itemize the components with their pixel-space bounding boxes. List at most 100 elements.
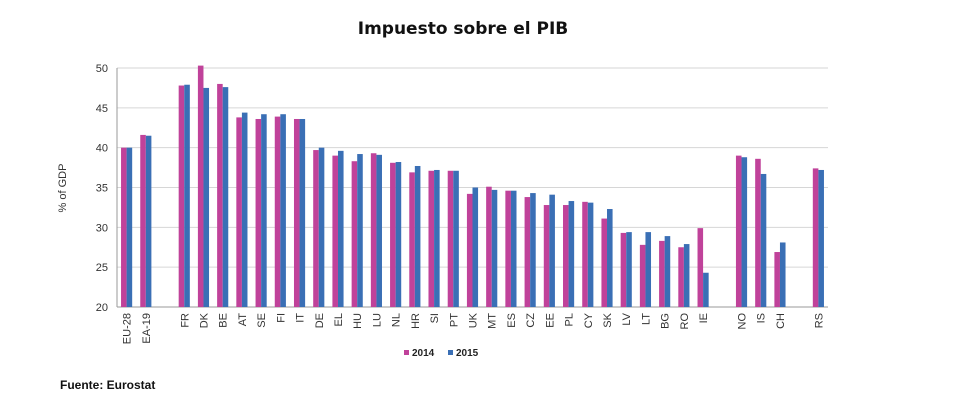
bar-2015-CZ [530, 193, 536, 307]
legend-swatch [404, 350, 409, 355]
bar-2015-LU [376, 154, 382, 307]
bar-2014-CY [582, 201, 588, 307]
x-tick-label: SK [602, 312, 614, 327]
bar-2014-DE [313, 150, 319, 307]
bar-2015-IE [703, 272, 709, 307]
bar-2015-BE [222, 87, 229, 308]
y-tick-label: 40 [96, 143, 108, 155]
bar-2015-HR [414, 165, 421, 307]
legend-label: 2015 [456, 348, 479, 359]
bar-2015-IT [299, 118, 306, 308]
x-tick-label: RS [813, 313, 825, 328]
bar-2014-BE [217, 83, 223, 308]
bar-2015-LV [626, 232, 632, 307]
x-tick-label: EE [544, 313, 556, 328]
bar-2015-PL [568, 201, 575, 307]
x-tick-label: NO [737, 313, 749, 330]
x-tick-label: MT [487, 313, 499, 329]
bar-2014-RS [812, 168, 819, 307]
x-tick-label: NL [391, 313, 403, 327]
x-tick-label: BG [660, 313, 672, 329]
bar-2015-EA-19 [145, 135, 152, 307]
x-tick-labels: EU-28 EA-19 FR DK BE AT SE FI IT DE EL HU LU NL HR SI PT… [122, 312, 826, 344]
bar-2015-SE [261, 114, 267, 308]
bar-2015-FI [280, 114, 286, 308]
bar-2014-EL [332, 155, 338, 307]
bar-2015-LT [645, 232, 652, 307]
bar-2014-CH [774, 252, 780, 307]
x-tick-label: RO [679, 313, 691, 330]
x-tick-label: CY [583, 312, 595, 328]
bar-2015-AT [241, 112, 248, 307]
y-tick-label: 25 [96, 262, 108, 274]
bar-2014-CZ [524, 197, 531, 307]
bar-2014-NL [390, 162, 396, 307]
y-tick-label: 35 [96, 183, 108, 195]
bar-2014-EA-19 [140, 134, 146, 307]
bar-2015-BG [664, 236, 671, 307]
x-tick-label: SE [256, 313, 268, 328]
bar-2014-SI [428, 170, 435, 307]
x-tick-label: UK [468, 312, 480, 328]
source-note: Fuente: Eurostat [60, 378, 156, 392]
y-tick-label: 50 [96, 63, 108, 75]
bar-2014-BG [659, 240, 665, 307]
y-tick-labels: 20 25 30 35 40 45 50 [96, 63, 108, 314]
bar-2015-ES [510, 190, 517, 307]
bar-2015-CH [779, 242, 786, 307]
bar-2014-ES [505, 190, 511, 307]
bar-2014-HR [409, 172, 415, 307]
bar-2015-HU [357, 154, 363, 307]
x-tick-label: IT [295, 313, 307, 323]
y-tick-label: 20 [96, 302, 108, 314]
x-tick-label: EL [333, 313, 345, 326]
x-tick-label: EA-19 [141, 313, 153, 344]
bar-2014-LT [639, 244, 646, 307]
bar-2014-LV [620, 232, 627, 307]
bar-2015-DE [318, 147, 325, 307]
bar-2014-PL [563, 205, 569, 307]
x-tick-label: LT [640, 313, 652, 325]
bars [121, 65, 824, 308]
bar-2015-EL [337, 150, 344, 307]
bar-2015-NO [741, 157, 748, 307]
bar-2014-HU [351, 161, 358, 307]
x-tick-label: HR [410, 313, 422, 329]
bar-2014-AT [236, 117, 242, 307]
legend-swatch [448, 350, 453, 355]
x-tick-label: DE [314, 313, 326, 328]
bar-2014-SK [601, 218, 608, 307]
x-tick-label: CH [775, 313, 787, 329]
y-tick-label: 45 [96, 103, 108, 115]
chart-title: Impuesto sobre el PIB [358, 19, 569, 39]
bar-2014-PT [447, 170, 454, 307]
bar-2014-IE [697, 228, 704, 307]
bar-2014-SE [255, 118, 262, 308]
bar-2015-MT [491, 189, 498, 307]
bar-2014-UK [466, 193, 473, 307]
bar-2014-LU [370, 153, 377, 307]
bar-2015-IS [760, 173, 767, 307]
bar-2015-FR [184, 84, 190, 307]
x-tick-label: HU [352, 313, 364, 329]
bar-2015-DK [203, 87, 210, 307]
bar-2014-RO [678, 247, 684, 307]
x-tick-label: PT [448, 313, 460, 327]
x-tick-label: FR [179, 313, 191, 328]
bar-2014-MT [486, 186, 492, 307]
x-tick-label: IE [698, 313, 710, 323]
legend-label: 2014 [412, 348, 435, 359]
x-tick-label: FI [275, 313, 287, 323]
x-tick-label: LU [371, 313, 383, 327]
y-axis-label: % of GDP [57, 164, 69, 213]
bar-2015-PT [453, 170, 459, 307]
bar-2014-FI [274, 116, 281, 307]
x-tick-label: EU-28 [122, 313, 134, 344]
bar-2015-SI [434, 169, 440, 307]
x-tick-label: SI [429, 313, 441, 323]
y-tick-label: 30 [96, 222, 108, 234]
bar-2015-SK [607, 209, 613, 307]
bar-2014-NO [735, 155, 742, 307]
x-tick-label: CZ [525, 313, 537, 328]
x-tick-label: AT [237, 313, 249, 327]
